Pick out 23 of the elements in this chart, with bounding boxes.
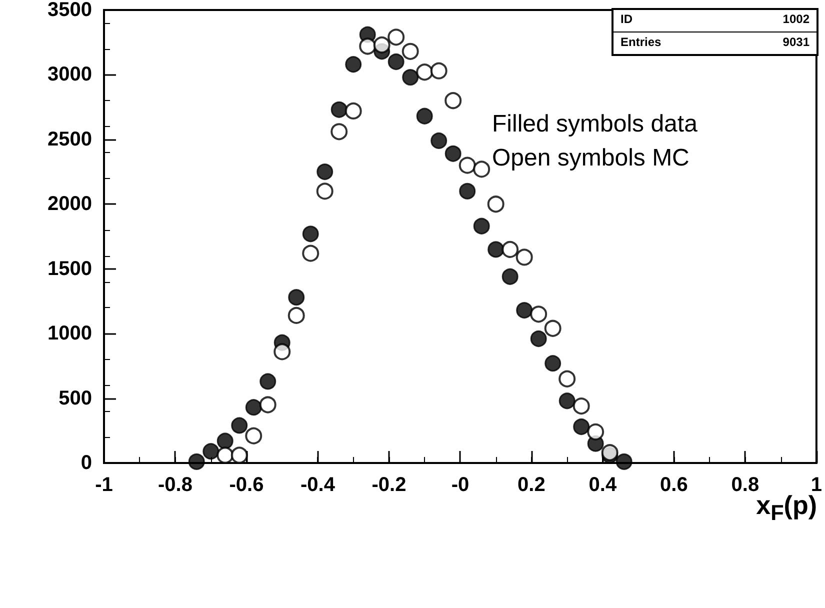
annotation: Entries	[620, 35, 662, 49]
annotation: 9031	[782, 35, 810, 49]
annotation: Filled symbols data	[492, 110, 698, 138]
y-tick-label: 2500	[48, 128, 92, 150]
x-tick-label: 0.2	[518, 474, 546, 496]
y-tick-label: 3500	[48, 0, 92, 21]
x-tick-label: -0.8	[158, 474, 192, 496]
x-tick-label: -0.6	[229, 474, 264, 496]
y-tick-label: 1500	[48, 258, 92, 280]
x-tick-label: -1	[95, 474, 113, 496]
y-tick-label: 1000	[48, 322, 92, 345]
x-tick-label: -0.4	[300, 474, 336, 496]
x-tick-label: 0.6	[660, 474, 688, 496]
annotation: 1002	[782, 12, 810, 26]
x-tick-label: 0.4	[588, 474, 618, 496]
annotation: ID	[620, 12, 633, 26]
x-tick-label: -0	[451, 474, 470, 496]
y-tick-label: 2000	[48, 193, 92, 216]
x-tick-label: -0.2	[372, 474, 406, 496]
y-tick-label: 3000	[48, 64, 92, 86]
y-tick-label: 500	[58, 387, 92, 410]
annotation: Open symbols MC	[492, 144, 690, 172]
y-tick-label: 0	[80, 452, 92, 474]
